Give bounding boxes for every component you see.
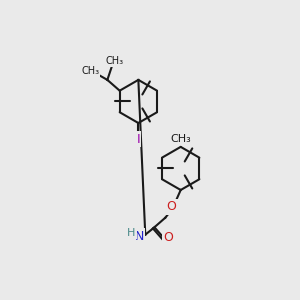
Text: O: O [164,231,173,244]
Text: CH₃: CH₃ [106,56,124,66]
Text: I: I [136,133,140,146]
Text: N: N [134,230,144,243]
Text: O: O [167,200,176,213]
Text: CH₃: CH₃ [170,134,191,144]
Text: H: H [127,228,136,238]
Text: CH₃: CH₃ [81,66,100,76]
